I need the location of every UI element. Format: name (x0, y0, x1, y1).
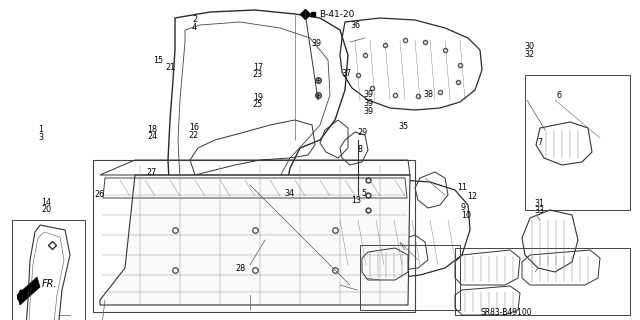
Text: 14: 14 (42, 198, 52, 207)
Text: 9: 9 (461, 203, 466, 212)
Text: FR.: FR. (42, 279, 58, 289)
Text: 18: 18 (147, 125, 157, 134)
Text: 34: 34 (285, 189, 295, 198)
Text: B-41-20: B-41-20 (319, 10, 355, 19)
Text: 36: 36 (351, 21, 361, 30)
Text: 2: 2 (192, 15, 197, 24)
Text: 1: 1 (38, 125, 44, 134)
Polygon shape (100, 175, 410, 305)
Text: 19: 19 (253, 93, 263, 102)
Text: 31: 31 (534, 199, 545, 208)
Text: 39: 39 (364, 107, 374, 116)
Text: 26: 26 (94, 190, 104, 199)
Text: 7: 7 (538, 138, 543, 147)
Text: 17: 17 (253, 63, 263, 72)
Text: SR83-B49100: SR83-B49100 (480, 308, 532, 317)
Text: 5: 5 (362, 189, 367, 198)
Text: 32: 32 (525, 50, 535, 59)
Text: 33: 33 (534, 206, 545, 215)
Text: 22: 22 (189, 131, 199, 140)
Text: 16: 16 (189, 123, 199, 132)
Text: 10: 10 (461, 211, 471, 220)
Text: 39: 39 (364, 90, 374, 99)
Text: 13: 13 (351, 196, 361, 205)
Text: 4: 4 (192, 23, 197, 32)
Text: 15: 15 (154, 56, 164, 65)
Text: 3: 3 (38, 133, 44, 142)
Text: 37: 37 (341, 69, 351, 78)
Text: 29: 29 (357, 128, 367, 137)
Text: 35: 35 (398, 122, 408, 131)
Text: 24: 24 (147, 132, 157, 141)
Text: 11: 11 (458, 183, 468, 192)
Text: 20: 20 (42, 205, 52, 214)
Text: 23: 23 (253, 70, 263, 79)
Text: 28: 28 (235, 264, 245, 273)
Text: 25: 25 (253, 100, 263, 109)
Polygon shape (17, 277, 40, 305)
Text: 8: 8 (357, 145, 362, 154)
Text: 30: 30 (525, 42, 535, 51)
Text: 39: 39 (364, 99, 374, 108)
Text: 21: 21 (165, 63, 175, 72)
Text: 39: 39 (312, 39, 322, 48)
Text: 6: 6 (557, 91, 562, 100)
Text: 38: 38 (424, 90, 434, 99)
Text: 27: 27 (146, 168, 156, 177)
Text: 12: 12 (467, 192, 477, 201)
